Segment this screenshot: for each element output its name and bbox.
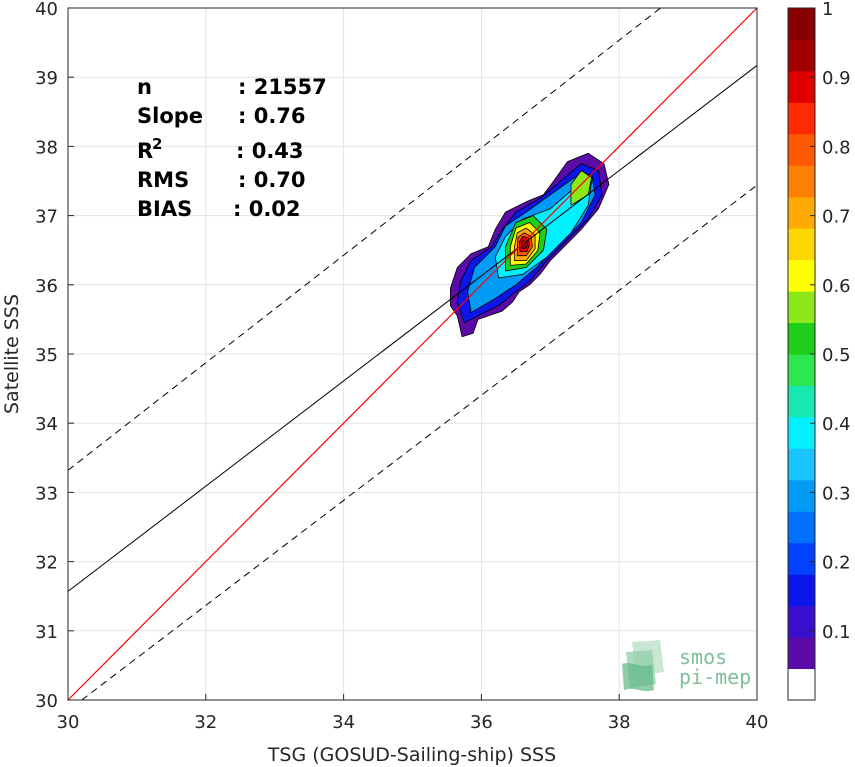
colorbar-swatch [788, 8, 815, 40]
colorbar-swatch [788, 102, 815, 135]
colorbar-swatch [788, 133, 815, 166]
stat-slope-value: : 0.76 [238, 104, 306, 128]
y-tick-label: 38 [35, 137, 58, 158]
colorbar-tick-label: 0.9 [822, 68, 851, 89]
colorbar-tick-label: 0.3 [822, 483, 851, 504]
colorbar-tick-label: 0.1 [822, 622, 851, 643]
colorbar-swatch [788, 39, 815, 72]
stat-n-value: : 21557 [238, 75, 327, 99]
colorbar-swatch [788, 228, 815, 261]
identity-line [67, 7, 758, 701]
stat-slope-label: Slope [137, 104, 203, 128]
colorbar-swatch [788, 668, 815, 701]
colorbar-swatch [788, 354, 815, 386]
density-contours [449, 152, 610, 338]
colorbar-swatch [788, 511, 815, 544]
x-tick-label: 40 [746, 712, 769, 733]
colorbar-swatch [788, 291, 815, 324]
colorbar-swatch [788, 196, 815, 229]
colorbar-tick-label: 0.6 [822, 276, 851, 297]
x-tick-labels: 30 32 34 36 38 40 [57, 694, 769, 733]
confidence-dashed-line [81, 184, 758, 701]
stat-n-label: n [137, 75, 152, 99]
colorbar-swatch [788, 416, 815, 449]
x-tick-label: 36 [470, 712, 493, 733]
colorbar-swatch [788, 448, 815, 481]
y-tick-labels: 30 31 32 33 34 35 36 37 38 39 40 [35, 0, 74, 712]
colorbar-tick-label: 0.4 [822, 414, 851, 435]
colorbar-swatch [788, 70, 815, 103]
x-tick-label: 34 [332, 712, 355, 733]
confidence-dashed-line [67, 7, 661, 471]
y-tick-label: 35 [35, 345, 58, 366]
x-tick-label: 38 [608, 712, 631, 733]
reference-lines [67, 7, 758, 701]
colorbar-tick-label: 0.7 [822, 207, 851, 228]
regression-line [67, 65, 758, 592]
stats-box: n : 21557 Slope : 0.76 R 2 : 0.43 RMS : … [137, 75, 327, 221]
stat-bias-label: BIAS [137, 197, 192, 221]
y-tick-label: 31 [35, 622, 58, 643]
grid-lines [68, 8, 757, 700]
y-tick-label: 34 [35, 414, 58, 435]
stat-r2-superscript: 2 [152, 135, 162, 153]
stat-bias-value: : 0.02 [233, 197, 301, 221]
y-tick-label: 40 [35, 0, 58, 20]
logo-text-pimep: pi-mep [679, 665, 751, 689]
y-tick-label: 32 [35, 553, 58, 574]
colorbar-tick-label: 0.2 [822, 553, 851, 574]
colorbar-swatch [788, 259, 815, 292]
stat-rms-label: RMS [137, 168, 189, 192]
x-tick-label: 32 [194, 712, 217, 733]
y-tick-label: 30 [35, 691, 58, 712]
logo-emblem-icon [622, 640, 664, 692]
colorbar-swatch [788, 637, 815, 670]
stat-r2-label: R [137, 139, 153, 163]
colorbar-tick-label: 1 [822, 0, 833, 20]
colorbar-swatch [788, 322, 815, 355]
stat-rms-value: : 0.70 [238, 168, 306, 192]
x-axis-label: TSG (GOSUD-Sailing-ship) SSS [267, 744, 556, 766]
colorbar-tick-labels: 0.1 0.2 0.3 0.4 0.5 0.6 0.7 0.8 0.9 1 [810, 0, 851, 643]
colorbar-swatch [788, 574, 815, 607]
x-tick-label: 30 [57, 712, 80, 733]
smos-pimep-logo: smos pi-mep [622, 640, 751, 692]
colorbar-swatch [788, 385, 815, 418]
logo-text-smos: smos [679, 645, 727, 669]
y-tick-label: 36 [35, 276, 58, 297]
y-tick-label: 39 [35, 68, 58, 89]
colorbar-swatch [788, 605, 815, 638]
colorbar-swatch [788, 165, 815, 198]
y-axis-label: Satellite SSS [1, 294, 23, 414]
colorbar-tick-label: 0.8 [822, 137, 851, 158]
colorbar-tick-label: 0.5 [822, 345, 851, 366]
colorbar-swatch [788, 479, 815, 512]
stat-r2-value: : 0.43 [236, 139, 304, 163]
colorbar [788, 8, 815, 701]
y-tick-label: 33 [35, 483, 58, 504]
y-tick-label: 37 [35, 207, 58, 228]
colorbar-swatch [788, 542, 815, 575]
